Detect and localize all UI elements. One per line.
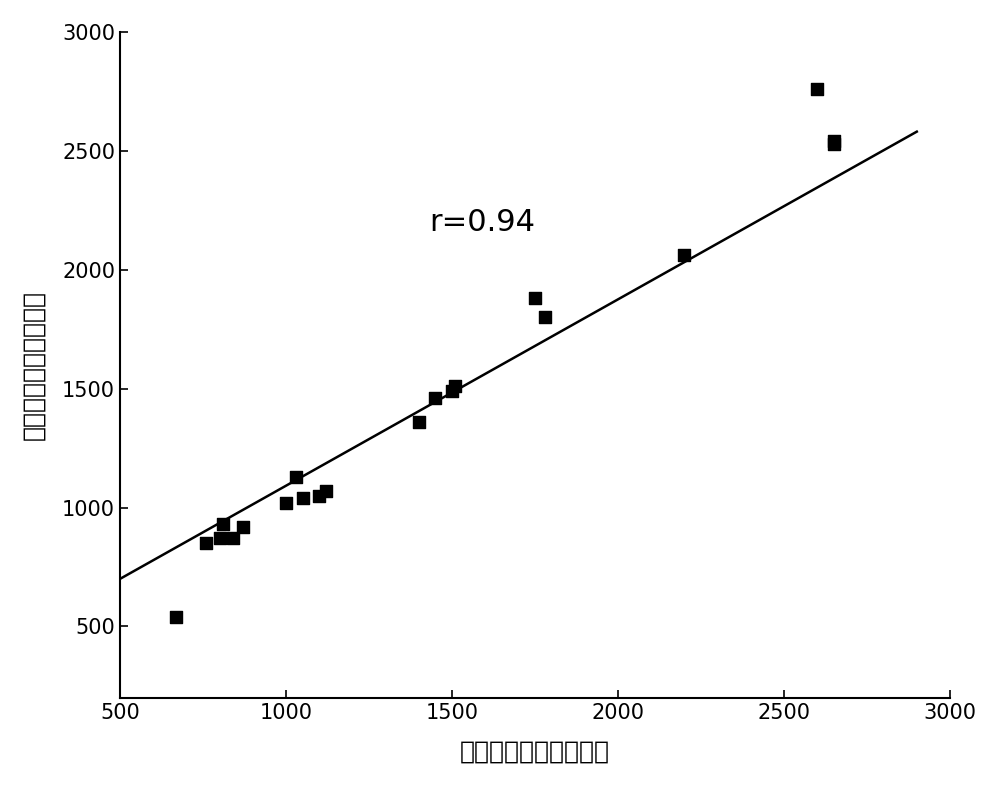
Text: r=0.94: r=0.94 — [429, 208, 535, 236]
Point — [288, 470, 304, 483]
Point — [225, 532, 241, 545]
Point — [527, 292, 543, 305]
Point — [168, 611, 184, 623]
Point — [278, 496, 294, 509]
X-axis label: 氨基酸总量（实际値）: 氨基酸总量（实际値） — [460, 739, 610, 764]
Point — [826, 135, 842, 147]
Point — [676, 249, 692, 262]
Point — [427, 392, 443, 404]
Point — [198, 537, 214, 550]
Point — [212, 532, 228, 545]
Point — [537, 311, 553, 324]
Point — [444, 385, 460, 397]
Point — [215, 518, 231, 531]
Point — [318, 485, 334, 497]
Point — [295, 492, 311, 504]
Point — [311, 489, 327, 502]
Point — [826, 137, 842, 150]
Point — [447, 380, 463, 393]
Point — [235, 520, 251, 533]
Point — [411, 416, 427, 428]
Point — [809, 82, 825, 95]
Y-axis label: 氨基酸总量（计算値）: 氨基酸总量（计算値） — [21, 289, 45, 440]
